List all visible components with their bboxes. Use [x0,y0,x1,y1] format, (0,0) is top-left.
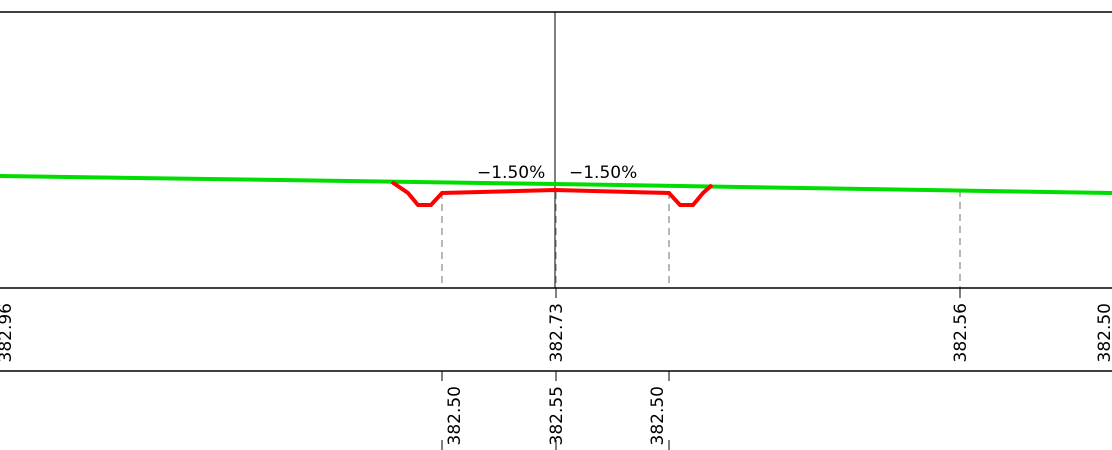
slope-label-left: −1.50% [477,163,545,183]
design-elevation-label: 382.55 [547,386,567,445]
design-section-line [390,180,714,207]
ground-elevation-label: 382.50 [1095,303,1112,362]
design-elevation-label: 382.50 [648,386,668,445]
ground-elevation-label: 382.73 [547,303,567,362]
existing-ground-line [0,174,1112,195]
design-elevation-label: 382.50 [445,386,465,445]
ground-elevation-label: 382.96 [0,303,16,362]
slope-label-right: −1.50% [569,163,637,183]
ground-elevation-label: 382.56 [951,303,971,362]
